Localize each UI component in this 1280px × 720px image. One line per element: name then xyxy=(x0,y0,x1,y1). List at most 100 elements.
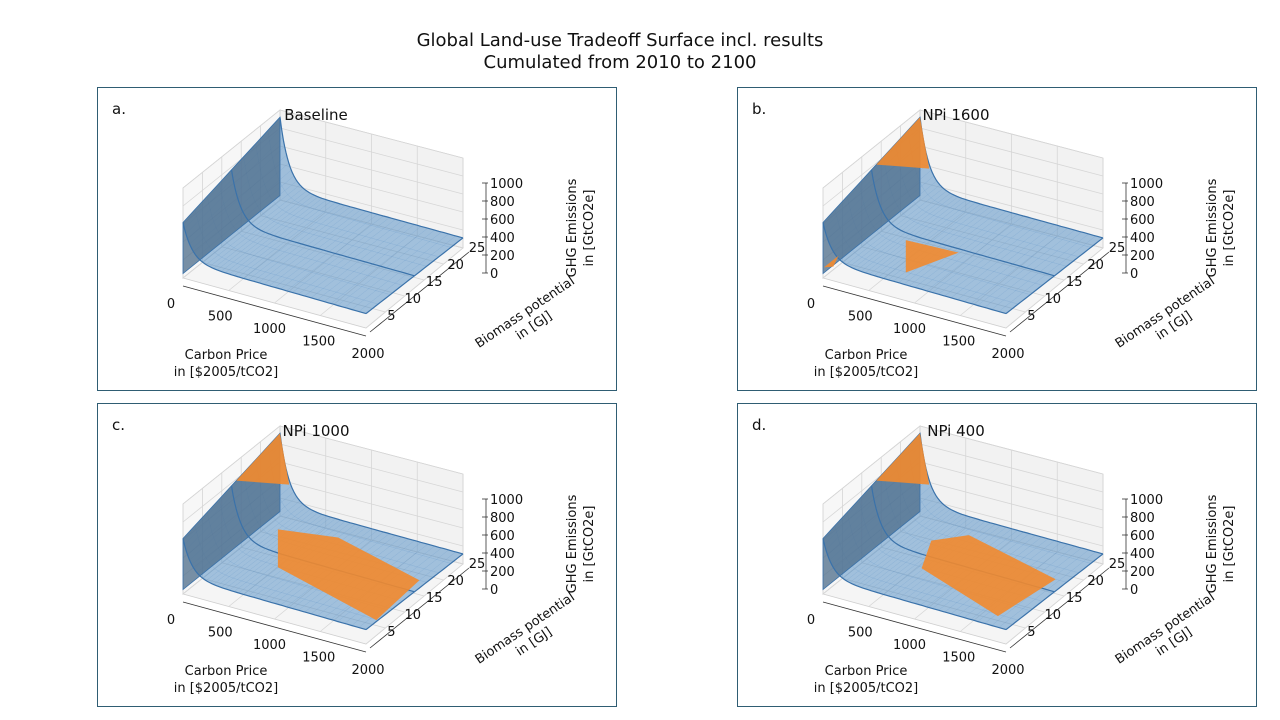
figure-title: Global Land-use Tradeoff Surface incl. r… xyxy=(0,30,1240,74)
grid-line-z xyxy=(822,109,921,189)
z-tick-label: 400 xyxy=(1130,231,1155,246)
surface-edge-line xyxy=(919,433,1104,555)
y-tick-label: 10 xyxy=(405,292,422,307)
z-tick-label: 400 xyxy=(1130,547,1155,562)
x-axis-label: Carbon Price xyxy=(185,664,268,679)
x-tick-label: 500 xyxy=(208,310,233,325)
x-tick-label: 1000 xyxy=(893,638,926,653)
x-axis-label-unit: in [$2005/tCO2] xyxy=(174,681,279,696)
result-region-wedge xyxy=(905,240,959,273)
z-tick-label: 1000 xyxy=(490,493,523,508)
z-axis-label-group: GHG Emissions in [GtCO2e] xyxy=(1205,494,1237,593)
surface-edge-line xyxy=(1005,237,1104,315)
figure-title-line1: Global Land-use Tradeoff Surface incl. r… xyxy=(416,30,824,51)
x-tick-label: 1000 xyxy=(253,638,286,653)
grid-line-z xyxy=(822,425,921,505)
panel-title: NPi 1000 xyxy=(282,422,350,440)
y-tick-label: 20 xyxy=(1087,574,1104,589)
surface-edge-line xyxy=(822,538,1007,631)
z-tick-label: 800 xyxy=(490,195,515,210)
z-axis-label: GHG Emissions xyxy=(565,494,580,593)
panel-title: Baseline xyxy=(284,106,348,124)
x-tick-label: 1000 xyxy=(893,322,926,337)
z-tick-label: 600 xyxy=(1130,529,1155,544)
y-tick-label: 20 xyxy=(447,574,464,589)
x-tick-label: 2000 xyxy=(351,663,384,678)
z-axis-label-unit: in [GtCO2e] xyxy=(582,190,597,267)
z-axis-label-unit: in [GtCO2e] xyxy=(582,506,597,583)
z-tick-label: 400 xyxy=(490,547,515,562)
z-tick-label: 600 xyxy=(490,529,515,544)
surface-edge-line xyxy=(182,538,367,631)
z-tick-label: 200 xyxy=(490,249,515,264)
z-axis-label: GHG Emissions xyxy=(565,178,580,277)
y-tick-label: 15 xyxy=(426,275,443,290)
x-tick-label: 1500 xyxy=(302,651,335,666)
x-axis-label-unit: in [$2005/tCO2] xyxy=(174,365,279,380)
x-tick-label: 500 xyxy=(848,310,873,325)
x-axis-label: Carbon Price xyxy=(185,348,268,363)
y-axis-line xyxy=(1009,567,1110,649)
x-tick-label: 1500 xyxy=(302,335,335,350)
x-axis-label: Carbon Price xyxy=(825,664,908,679)
panel-npi-1000: 0 500 1000 1500 2000 Carbon Price in [$2005/tC… xyxy=(97,403,617,707)
panel-title: NPi 1600 xyxy=(922,106,990,124)
x-tick-label: 1500 xyxy=(942,335,975,350)
z-tick-label: 600 xyxy=(1130,213,1155,228)
panel-npi-400: 0 500 1000 1500 2000 Carbon Price in [$2005/tC… xyxy=(737,403,1257,707)
z-tick-label: 800 xyxy=(1130,195,1155,210)
z-tick-label: 0 xyxy=(490,583,498,598)
x-axis-label-unit: in [$2005/tCO2] xyxy=(814,681,919,696)
surface-edge-line xyxy=(1005,553,1104,631)
x-tick-label: 1500 xyxy=(942,651,975,666)
z-tick-label: 0 xyxy=(490,267,498,282)
z-axis-label-unit: in [GtCO2e] xyxy=(1222,506,1237,583)
x-axis-label: Carbon Price xyxy=(825,348,908,363)
grid-line-x xyxy=(365,563,464,645)
z-axis-label-group: GHG Emissions in [GtCO2e] xyxy=(565,494,597,593)
z-tick-label: 400 xyxy=(490,231,515,246)
z-axis-label-group: GHG Emissions in [GtCO2e] xyxy=(1205,178,1237,277)
z-tick-label: 200 xyxy=(1130,565,1155,580)
y-tick-label: 5 xyxy=(1027,309,1035,324)
y-tick-label: 25 xyxy=(469,241,486,256)
y-tick-label: 20 xyxy=(447,258,464,273)
z-tick-label: 200 xyxy=(490,565,515,580)
figure-title-line2: Cumulated from 2010 to 2100 xyxy=(483,52,757,73)
y-tick-label: 15 xyxy=(1066,591,1083,606)
x-tick-label: 500 xyxy=(208,626,233,641)
z-tick-label: 200 xyxy=(1130,249,1155,264)
y-tick-label: 25 xyxy=(1109,557,1126,572)
y-axis-line xyxy=(1009,251,1110,333)
z-tick-label: 1000 xyxy=(1130,177,1163,192)
result-region-top xyxy=(876,433,930,485)
z-tick-label: 0 xyxy=(1130,267,1138,282)
x-axis-line xyxy=(822,601,1007,653)
surface-edge-line xyxy=(919,117,1104,239)
panel-title: NPi 400 xyxy=(927,422,985,440)
x-tick-label: 0 xyxy=(807,297,815,312)
panel-npi-1600: 0 500 1000 1500 2000 Carbon Price in [$2005/tC… xyxy=(737,87,1257,391)
surface-edge-line xyxy=(365,553,464,631)
z-tick-label: 0 xyxy=(1130,583,1138,598)
z-axis-label: GHG Emissions xyxy=(1205,494,1220,593)
z-tick-label: 1000 xyxy=(490,177,523,192)
x-axis-line xyxy=(822,285,1007,337)
z-tick-label: 800 xyxy=(490,511,515,526)
y-tick-label: 25 xyxy=(1109,241,1126,256)
result-region-wide xyxy=(277,529,420,621)
x-axis-line xyxy=(182,285,367,337)
x-axis-line xyxy=(182,601,367,653)
y-tick-label: 5 xyxy=(387,309,395,324)
panel-label: c. xyxy=(112,416,126,434)
x-tick-label: 0 xyxy=(807,613,815,628)
panel-baseline: 0 500 1000 1500 2000 Carbon Price in [$2005/tC… xyxy=(97,87,617,391)
grid-line-x xyxy=(1005,563,1104,645)
surface-edge-line xyxy=(870,169,1055,277)
z-axis-label-group: GHG Emissions in [GtCO2e] xyxy=(565,178,597,277)
